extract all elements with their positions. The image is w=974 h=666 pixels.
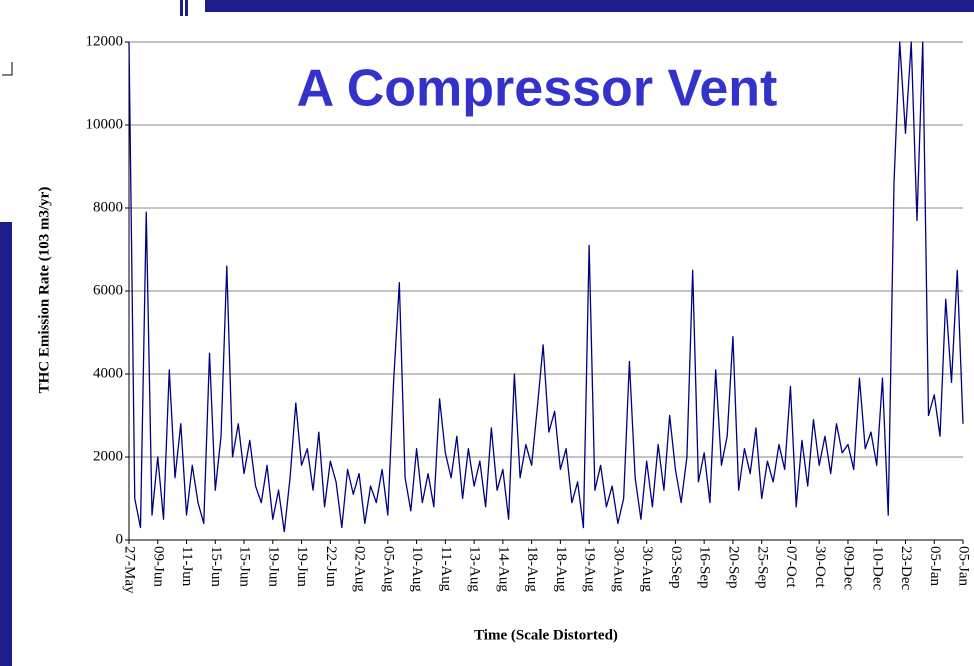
y-tick-label: 10000 — [86, 116, 124, 132]
x-tick-label: 30-Oct — [812, 546, 828, 588]
x-tick-label: 05-Jan — [956, 546, 972, 586]
x-tick-label: 10-Aug — [409, 546, 425, 592]
x-tick-label: 15-Jun — [208, 546, 224, 587]
x-tick-label: 30-Aug — [639, 546, 655, 592]
side-bar — [0, 222, 12, 666]
x-tick-label: 11-Aug — [438, 546, 454, 592]
header-mark — [185, 0, 188, 16]
chart-title: A Compressor Vent — [297, 60, 778, 118]
x-tick-label: 10-Dec — [869, 546, 885, 590]
y-tick-label: 12000 — [86, 33, 124, 49]
x-tick-label: 11-Jun — [179, 546, 195, 587]
x-tick-label: 19-Aug — [582, 546, 598, 592]
x-tick-label: 18-Aug — [553, 546, 569, 592]
x-tick-label: 25-Sep — [754, 546, 770, 589]
x-tick-label: 09-Dec — [841, 546, 857, 590]
header-bar — [205, 0, 974, 12]
x-tick-label: 14-Aug — [495, 546, 511, 592]
x-tick-label: 18-Aug — [524, 546, 540, 592]
header-mark — [180, 0, 183, 16]
y-tick-label: 2000 — [93, 448, 123, 464]
x-tick-label: 05-Jan — [927, 546, 943, 586]
x-tick-label: 13-Aug — [467, 546, 483, 592]
x-tick-label: 23-Dec — [898, 546, 914, 590]
x-tick-label: 19-Jun — [294, 546, 310, 587]
y-axis-label: THC Emission Rate (103 m3/yr) — [36, 187, 52, 394]
y-tick-label: 4000 — [93, 365, 123, 381]
x-tick-label: 07-Oct — [783, 546, 799, 588]
x-tick-label: 20-Sep — [725, 546, 741, 589]
y-tick-label: 0 — [116, 531, 124, 547]
x-tick-label: 27-May — [122, 546, 138, 594]
x-tick-label: 16-Sep — [697, 546, 713, 589]
x-tick-label: 15-Jun — [237, 546, 253, 587]
x-tick-label: 09-Jun — [150, 546, 166, 587]
x-tick-label: 30-Aug — [610, 546, 626, 592]
x-tick-label: 19-Jun — [265, 546, 281, 587]
corner-mark — [2, 62, 13, 76]
data-line — [128, 41, 964, 533]
y-tick-label: 6000 — [93, 282, 123, 298]
x-tick-label: 22-Jun — [323, 546, 339, 587]
x-tick-label: 03-Sep — [668, 546, 684, 589]
x-tick-label: 02-Aug — [352, 546, 368, 592]
x-axis-label: Time (Scale Distorted) — [474, 627, 618, 643]
y-tick-label: 8000 — [93, 199, 123, 215]
x-tick-label: 05-Aug — [380, 546, 396, 592]
